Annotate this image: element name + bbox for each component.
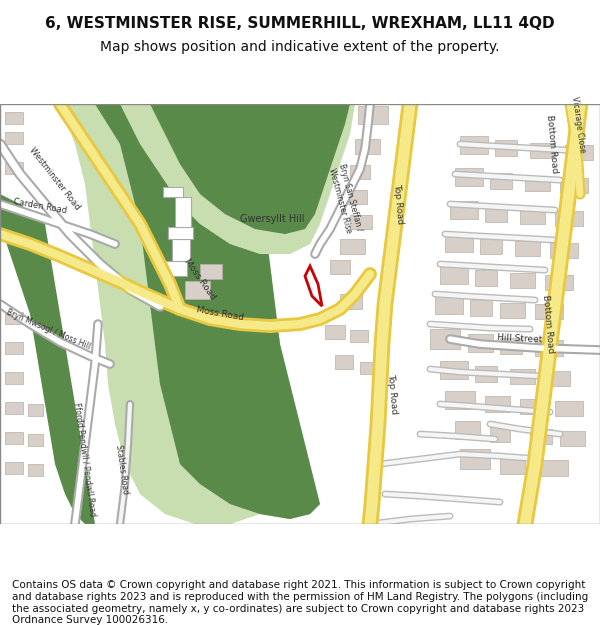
Text: Top Road: Top Road (392, 183, 404, 225)
Text: Ffordd Pendwll / Pendwll Road: Ffordd Pendwll / Pendwll Road (73, 401, 97, 517)
FancyBboxPatch shape (445, 234, 473, 252)
FancyBboxPatch shape (163, 187, 183, 197)
FancyBboxPatch shape (560, 431, 585, 446)
FancyBboxPatch shape (535, 304, 563, 319)
Text: Gwersyllt Hill: Gwersyllt Hill (240, 214, 304, 224)
FancyBboxPatch shape (5, 162, 23, 174)
FancyBboxPatch shape (535, 340, 563, 356)
Text: Map shows position and indicative extent of the property.: Map shows position and indicative extent… (100, 40, 500, 54)
FancyBboxPatch shape (500, 338, 522, 354)
Text: Stables Road: Stables Road (114, 444, 130, 494)
Text: Moss Road: Moss Road (196, 306, 244, 322)
FancyBboxPatch shape (530, 143, 555, 158)
FancyBboxPatch shape (545, 371, 570, 386)
FancyBboxPatch shape (455, 168, 483, 186)
FancyBboxPatch shape (500, 456, 525, 474)
FancyBboxPatch shape (5, 312, 23, 324)
Text: Contains OS data © Crown copyright and database right 2021. This information is : Contains OS data © Crown copyright and d… (12, 581, 588, 625)
Text: Vicarage Close: Vicarage Close (569, 95, 586, 153)
FancyBboxPatch shape (450, 201, 478, 219)
FancyBboxPatch shape (340, 239, 365, 254)
FancyBboxPatch shape (325, 325, 345, 339)
FancyBboxPatch shape (360, 362, 375, 374)
FancyBboxPatch shape (555, 211, 583, 226)
FancyBboxPatch shape (358, 106, 388, 124)
FancyBboxPatch shape (470, 300, 492, 316)
FancyBboxPatch shape (495, 140, 517, 156)
Text: Westminster Road: Westminster Road (28, 146, 82, 212)
FancyBboxPatch shape (28, 464, 43, 476)
FancyBboxPatch shape (550, 243, 578, 258)
FancyBboxPatch shape (175, 197, 191, 227)
FancyBboxPatch shape (5, 462, 23, 474)
FancyBboxPatch shape (530, 429, 552, 444)
FancyBboxPatch shape (330, 260, 350, 274)
FancyBboxPatch shape (355, 139, 380, 154)
Polygon shape (60, 104, 320, 524)
Text: 6, WESTMINSTER RISE, SUMMERHILL, WREXHAM, LL11 4QD: 6, WESTMINSTER RISE, SUMMERHILL, WREXHAM… (45, 16, 555, 31)
FancyBboxPatch shape (5, 432, 23, 444)
FancyBboxPatch shape (565, 145, 593, 160)
FancyBboxPatch shape (28, 404, 43, 416)
FancyBboxPatch shape (555, 401, 583, 416)
FancyBboxPatch shape (525, 176, 550, 191)
FancyBboxPatch shape (460, 449, 490, 469)
FancyBboxPatch shape (475, 366, 497, 382)
Text: Carden Road: Carden Road (13, 197, 67, 215)
FancyBboxPatch shape (475, 270, 497, 286)
FancyBboxPatch shape (490, 426, 510, 442)
FancyBboxPatch shape (168, 227, 193, 239)
FancyBboxPatch shape (440, 361, 468, 379)
FancyBboxPatch shape (490, 173, 512, 189)
FancyBboxPatch shape (545, 275, 573, 290)
FancyBboxPatch shape (445, 391, 475, 409)
FancyBboxPatch shape (28, 434, 43, 446)
FancyBboxPatch shape (5, 132, 23, 144)
FancyBboxPatch shape (165, 261, 187, 276)
FancyBboxPatch shape (520, 399, 542, 414)
FancyBboxPatch shape (440, 266, 468, 284)
FancyBboxPatch shape (540, 460, 568, 476)
Text: Moss Road: Moss Road (182, 257, 217, 301)
FancyBboxPatch shape (510, 369, 535, 384)
Polygon shape (150, 104, 350, 234)
Polygon shape (120, 104, 355, 254)
FancyBboxPatch shape (200, 264, 222, 279)
FancyBboxPatch shape (515, 241, 540, 256)
Text: Bryn Mwsogl / Moss Hill: Bryn Mwsogl / Moss Hill (5, 308, 91, 351)
FancyBboxPatch shape (350, 165, 370, 179)
FancyBboxPatch shape (468, 334, 493, 352)
FancyBboxPatch shape (350, 215, 372, 229)
FancyBboxPatch shape (480, 238, 502, 254)
FancyBboxPatch shape (435, 296, 463, 314)
FancyBboxPatch shape (460, 136, 488, 154)
Polygon shape (95, 104, 320, 519)
FancyBboxPatch shape (335, 355, 353, 369)
FancyBboxPatch shape (185, 281, 210, 299)
FancyBboxPatch shape (500, 303, 525, 318)
FancyBboxPatch shape (172, 239, 190, 261)
FancyBboxPatch shape (560, 178, 588, 193)
FancyBboxPatch shape (5, 402, 23, 414)
FancyBboxPatch shape (485, 396, 510, 412)
FancyBboxPatch shape (5, 112, 23, 124)
FancyBboxPatch shape (510, 273, 535, 288)
FancyBboxPatch shape (520, 209, 545, 224)
Text: Bottom Road: Bottom Road (545, 114, 559, 174)
FancyBboxPatch shape (5, 372, 23, 384)
Text: Bryn San Steffan /
Westminster Rise: Bryn San Steffan / Westminster Rise (326, 163, 364, 235)
Text: Hill Street: Hill Street (497, 333, 543, 345)
Polygon shape (0, 194, 95, 524)
FancyBboxPatch shape (350, 330, 368, 342)
FancyBboxPatch shape (430, 329, 460, 349)
FancyBboxPatch shape (5, 342, 23, 354)
Text: Top Road: Top Road (386, 373, 398, 415)
FancyBboxPatch shape (455, 421, 480, 439)
FancyBboxPatch shape (345, 190, 367, 204)
Text: Bottom Road: Bottom Road (541, 294, 555, 354)
FancyBboxPatch shape (340, 294, 362, 309)
FancyBboxPatch shape (485, 206, 507, 222)
